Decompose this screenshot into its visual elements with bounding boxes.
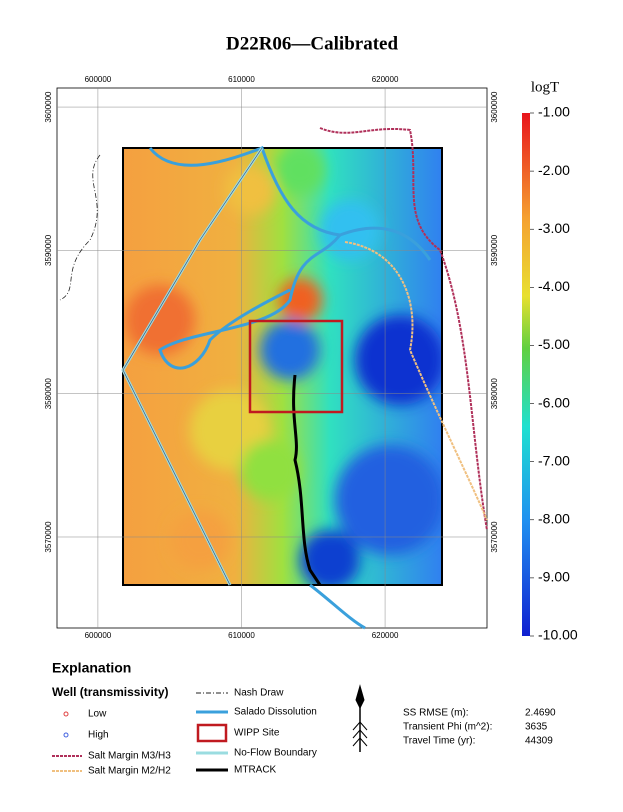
legend-label: WIPP Site (234, 728, 280, 739)
salado-dissolution (158, 234, 342, 370)
colorbar-tick-label: -8.00 (538, 510, 570, 526)
legend-symbol (63, 711, 69, 717)
colorbar-tick-label: -9.00 (538, 569, 570, 585)
x-tick-label: 620000 (372, 75, 399, 84)
stat-label: Transient Phi (m^2): (403, 722, 492, 733)
colorbar-tick-label: -3.00 (538, 220, 570, 236)
colorbar-tick-label: -4.00 (538, 278, 570, 294)
salt-margin-m2 (344, 241, 488, 521)
colorbar-tick-label: -1.00 (538, 104, 570, 120)
legend-symbol (63, 732, 69, 738)
salt-margin-m3 (319, 127, 488, 531)
y-tick-label: 3580000 (490, 378, 499, 410)
salado-dissolution (309, 583, 366, 630)
stat-label: Travel Time (yr): (403, 736, 475, 747)
colorbar-tick-label: -7.00 (538, 452, 570, 468)
legend-label: Salado Dissolution (234, 707, 317, 718)
raster (123, 148, 442, 585)
stat-value: 3635 (525, 722, 548, 733)
colorbar-tick-label: -2.00 (538, 162, 570, 178)
y-tick-label: 3570000 (490, 521, 499, 553)
x-tick-label: 610000 (228, 631, 255, 640)
title: D22R06—Calibrated (226, 33, 398, 54)
x-tick-label: 620000 (372, 631, 399, 640)
y-tick-label: 3590000 (490, 234, 499, 266)
salado-dissolution (148, 146, 432, 261)
nash-draw (59, 154, 101, 301)
y-tick-label: 3600000 (490, 91, 499, 123)
north-arrow (352, 684, 368, 752)
colorbar-tick-label: -6.00 (538, 394, 570, 410)
stat-value: 44309 (525, 736, 553, 747)
legend-symbol (196, 723, 228, 743)
legend-label: Low (88, 709, 107, 720)
colorbar-title: logT (531, 79, 559, 95)
colorbar-tick-label: -5.00 (538, 336, 570, 352)
legend-subtitle: Well (transmissivity) (52, 685, 168, 699)
x-tick-label: 600000 (85, 631, 112, 640)
y-tick-label: 3570000 (44, 521, 53, 553)
legend-label: High (88, 730, 109, 741)
stat-label: SS RMSE (m): (403, 708, 469, 719)
x-tick-label: 610000 (228, 75, 255, 84)
legend-title: Explanation (52, 660, 131, 676)
stat-value: 2.4690 (525, 708, 556, 719)
no-flow-boundary (122, 147, 263, 586)
x-tick-label: 600000 (85, 75, 112, 84)
legend-label: Nash Draw (234, 688, 284, 699)
model-domain (122, 147, 443, 586)
legend-label: No-Flow Boundary (234, 748, 317, 759)
wipp-site (248, 319, 344, 414)
legend-label: Salt Margin M2/H2 (88, 766, 171, 777)
colorbar (522, 113, 530, 636)
y-tick-label: 3580000 (44, 378, 53, 410)
colorbar-tick-label: -10.00 (538, 627, 578, 643)
y-tick-label: 3590000 (44, 234, 53, 266)
legend-label: Salt Margin M3/H3 (88, 751, 171, 762)
y-tick-label: 3600000 (44, 91, 53, 123)
legend-label: MTRACK (234, 765, 277, 776)
